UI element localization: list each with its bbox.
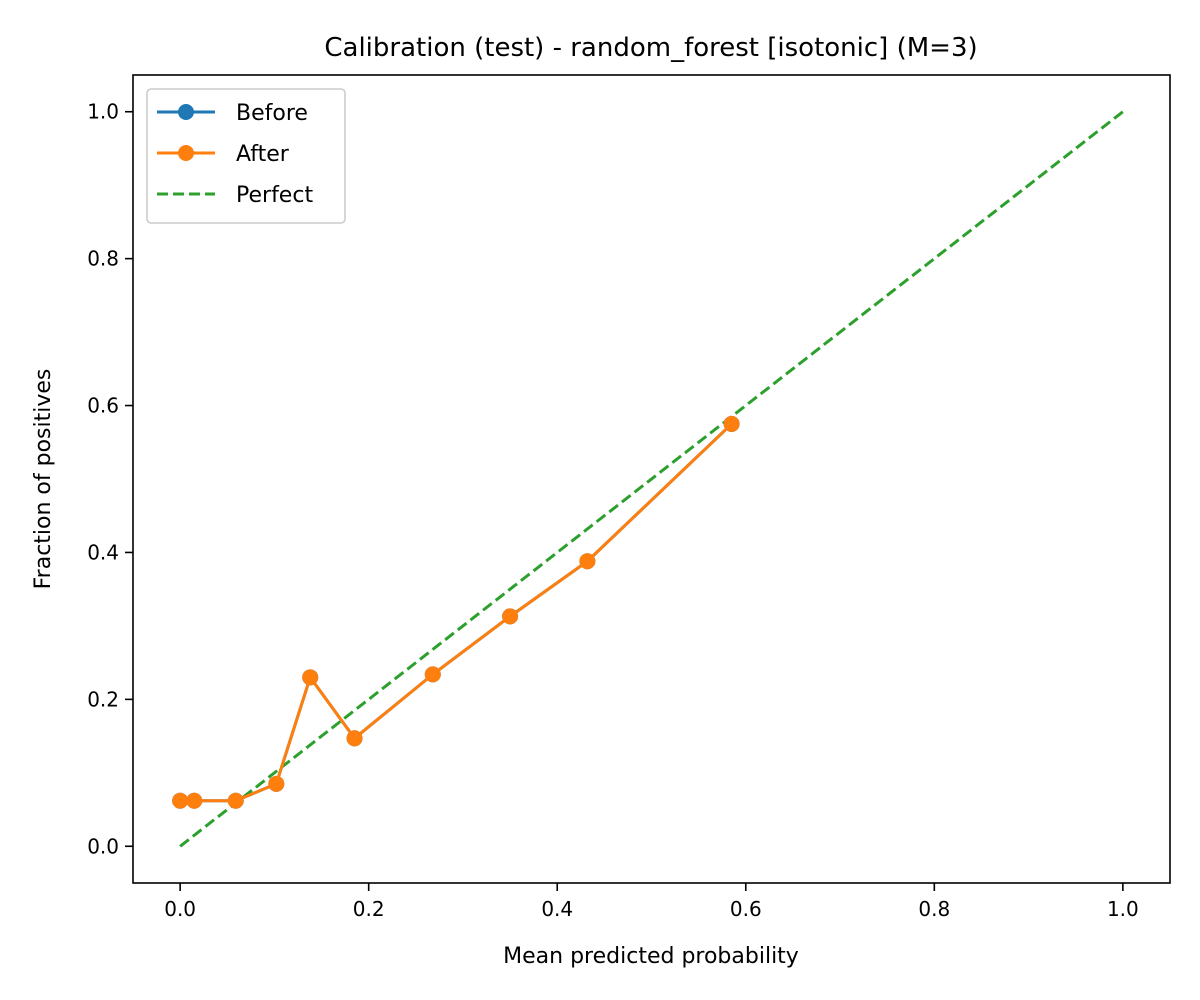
data-point-after xyxy=(723,415,740,432)
legend: Before After Perfect xyxy=(146,88,346,224)
y-tick-label: 0.0 xyxy=(87,834,119,858)
legend-label-before: Before xyxy=(236,101,308,126)
legend-label-after: After xyxy=(236,142,290,167)
plot-area xyxy=(172,110,1124,848)
data-point-after xyxy=(346,730,363,747)
y-tick-label: 0.6 xyxy=(87,394,119,418)
x-tick-label: 1.0 xyxy=(1107,897,1139,921)
legend-label-perfect: Perfect xyxy=(236,183,313,208)
y-axis-label: Fraction of positives xyxy=(31,369,56,590)
series-line-perfect xyxy=(179,110,1124,848)
y-tick-label: 0.8 xyxy=(87,247,119,271)
data-point-after xyxy=(172,792,189,809)
series-line-after xyxy=(180,422,733,803)
plot-frame xyxy=(132,74,1171,884)
legend-marker-before xyxy=(178,104,194,120)
legend-marker-after xyxy=(178,145,194,161)
chart-title: Calibration (test) - random_forest [isot… xyxy=(324,33,977,63)
y-tick-label: 0.4 xyxy=(87,540,119,564)
data-point-after xyxy=(502,608,519,625)
x-tick-label: 0.0 xyxy=(164,897,196,921)
x-tick-label: 0.2 xyxy=(353,897,385,921)
x-tick-label: 0.4 xyxy=(541,897,573,921)
x-tick-label: 0.6 xyxy=(730,897,762,921)
data-point-after xyxy=(268,775,285,792)
x-axis-label: Mean predicted probability xyxy=(503,944,799,969)
y-tick-label: 1.0 xyxy=(87,100,119,124)
data-point-after xyxy=(227,792,244,809)
data-point-after xyxy=(302,669,319,686)
x-tick-label: 0.8 xyxy=(918,897,950,921)
axis-ticks: 0.0 0.2 0.4 0.6 0.8 1.0 0.0 0.2 0.4 0.6 0.8 1.0 xyxy=(87,100,1139,921)
y-tick-label: 0.2 xyxy=(87,687,119,711)
data-point-after xyxy=(186,792,203,809)
data-point-after xyxy=(424,666,441,683)
legend-box xyxy=(146,88,346,224)
data-point-after xyxy=(579,553,596,570)
